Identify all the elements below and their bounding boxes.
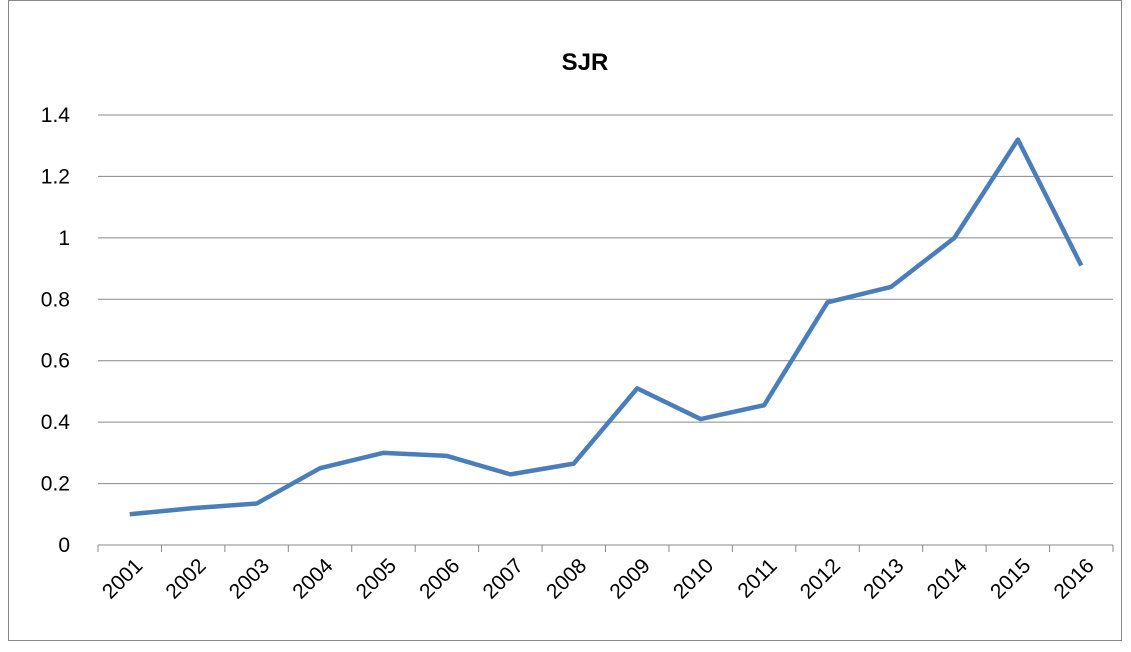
line-series [129, 137, 1084, 517]
y-tick-label: 1.2 [41, 165, 70, 188]
y-tick-label: 0 [58, 534, 70, 557]
chart-frame [8, 0, 1122, 641]
y-tick-label: 0.4 [41, 411, 71, 434]
y-tick-label: 1.4 [41, 104, 71, 127]
chart-title: SJR [562, 49, 609, 76]
y-tick-label: 0.8 [41, 288, 70, 311]
y-tick-label: 0.2 [41, 473, 70, 496]
y-tick-label: 1 [58, 227, 70, 250]
y-tick-label: 0.6 [41, 350, 70, 373]
